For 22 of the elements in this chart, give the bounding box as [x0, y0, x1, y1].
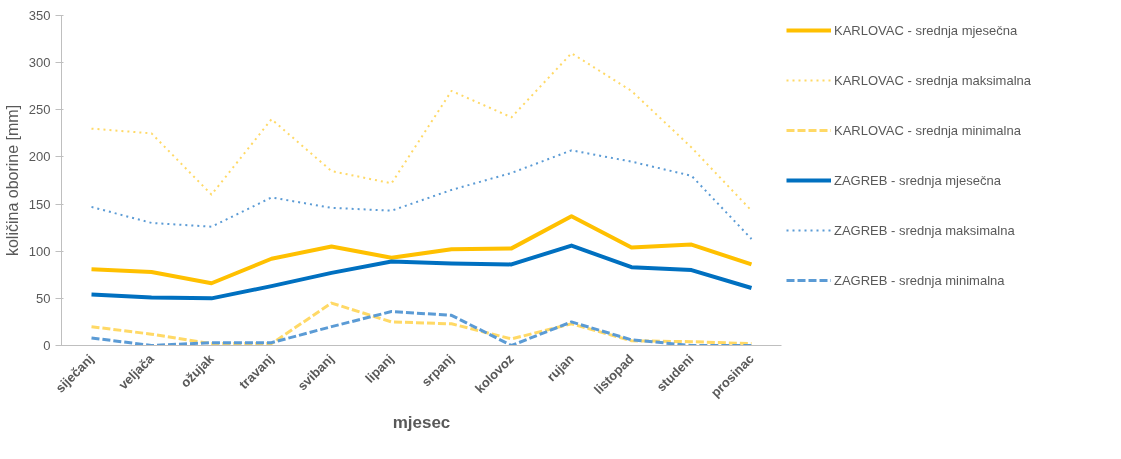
- line-series: [90, 149, 753, 240]
- y-tick-label: 100: [28, 243, 51, 259]
- legend-label: KARLOVAC - srednja maksimalna: [834, 72, 1031, 88]
- line-series: [90, 301, 753, 346]
- legend-label: KARLOVAC - srednja minimalna: [834, 122, 1021, 138]
- legend-label: ZAGREB - srednja minimalna: [834, 272, 1005, 288]
- y-tick-label: 350: [28, 8, 51, 23]
- y-axis-title: količina oborine [mm]: [3, 104, 21, 257]
- y-tick-label: 300: [28, 55, 51, 71]
- y-tick-label: 150: [28, 196, 51, 212]
- y-tick-label: 200: [28, 149, 51, 165]
- y-tick-label: 0: [43, 338, 51, 353]
- line-series: [89, 214, 754, 286]
- legend-label: KARLOVAC - srednja mjesečna: [834, 22, 1018, 38]
- legend-label: ZAGREB - srednja mjesečna: [834, 172, 1001, 188]
- line-series: [90, 52, 753, 212]
- x-axis-title: mjesec: [392, 413, 451, 433]
- y-tick-label: 250: [28, 102, 51, 118]
- line-series: [90, 310, 753, 346]
- y-tick-label: 50: [36, 290, 51, 306]
- legend-label: ZAGREB - srednja maksimalna: [834, 222, 1015, 238]
- line-series: [89, 243, 754, 301]
